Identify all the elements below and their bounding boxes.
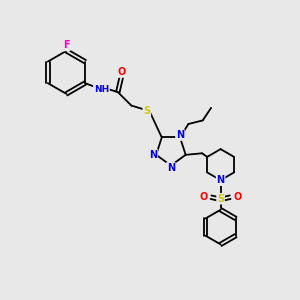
Text: N: N	[217, 175, 225, 185]
Text: N: N	[167, 163, 175, 173]
Text: NH: NH	[94, 85, 109, 94]
Text: O: O	[117, 67, 126, 77]
Text: N: N	[176, 130, 184, 140]
Text: S: S	[217, 194, 224, 204]
Text: N: N	[149, 150, 157, 160]
Text: S: S	[143, 106, 150, 116]
Text: F: F	[63, 40, 70, 50]
Text: O: O	[233, 192, 242, 202]
Text: O: O	[200, 192, 208, 202]
